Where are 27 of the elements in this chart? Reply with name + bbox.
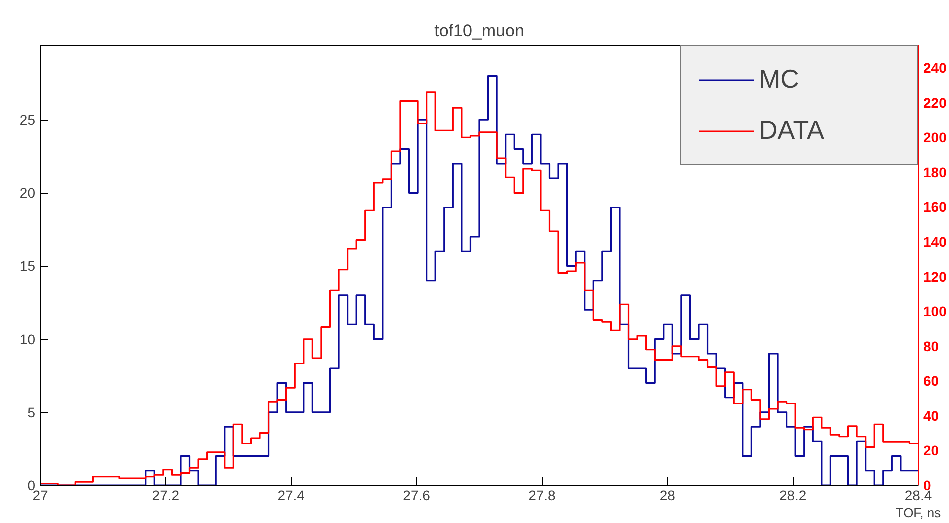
y2-tick-label: 120	[924, 268, 948, 285]
y2-tick-label: 160	[924, 199, 948, 216]
y-tick-label: 10	[20, 331, 36, 348]
x-tick-label: 27.6	[403, 488, 431, 504]
y2-tick-label: 40	[924, 408, 940, 424]
y2-tick-label: 80	[924, 338, 940, 354]
x-tick-label: 27.2	[152, 488, 180, 504]
y2-tick-label: 180	[924, 164, 948, 180]
y-tick-label: 15	[20, 258, 36, 274]
y2-tick-label: 60	[924, 373, 940, 390]
x-tick-label: 28.2	[779, 488, 807, 504]
y2-tick-label: 240	[924, 60, 948, 76]
legend-label: MC	[759, 64, 800, 95]
y2-tick-label: 220	[924, 94, 948, 111]
x-tick-label: 28	[660, 488, 676, 504]
y-tick-label: 5	[28, 404, 36, 420]
x-tick-label: 27.8	[528, 488, 556, 504]
y2-tick-label: 200	[924, 130, 948, 146]
y-tick-label: 20	[20, 185, 36, 202]
legend-label: DATA	[759, 115, 826, 146]
chart-title: tof10_muon	[434, 22, 524, 40]
y-tick-label: 25	[20, 112, 36, 128]
y2-tick-label: 20	[924, 442, 940, 459]
x-tick-label: 27.4	[278, 488, 306, 504]
y2-tick-label: 100	[924, 304, 948, 320]
x-axis-title: TOF, ns	[896, 506, 942, 520]
y2-tick-label: 140	[924, 234, 948, 250]
